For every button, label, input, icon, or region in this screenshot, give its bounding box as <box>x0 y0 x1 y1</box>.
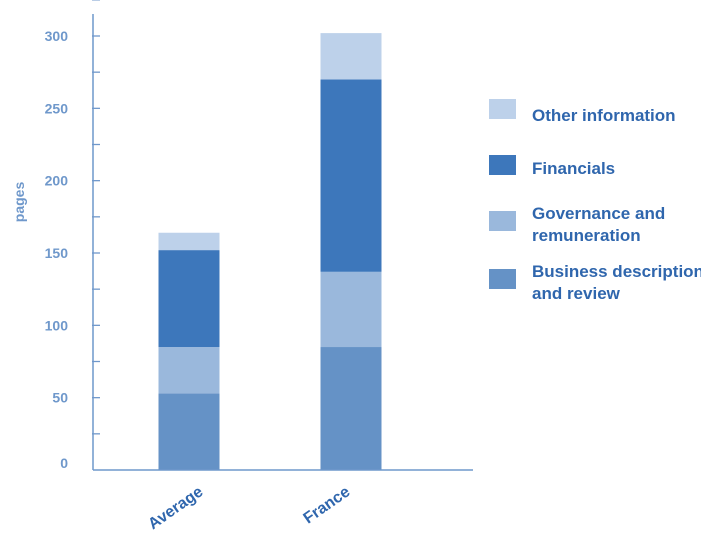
legend-swatch <box>489 155 516 175</box>
legend-label: Business description <box>532 262 701 281</box>
axes-group <box>92 14 473 471</box>
y-tick-label: 0 <box>60 455 68 471</box>
category-label-france: France <box>301 483 354 527</box>
legend-label: Other information <box>532 106 676 125</box>
bar-segment-average-3 <box>158 250 220 348</box>
bar-segment-france-3 <box>320 79 382 272</box>
y-tick-label: 300 <box>45 28 69 44</box>
y-axis-title: pages <box>11 182 27 223</box>
y-ticks-group: 0 50 100 150 200 250 300 <box>45 0 100 471</box>
y-tick-label: 250 <box>45 100 69 116</box>
bar-segment-average-2 <box>158 347 220 394</box>
bar-segment-france-4 <box>320 33 382 80</box>
legend-label: remuneration <box>532 226 641 245</box>
legend-swatch <box>489 269 516 289</box>
bar-segment-france-2 <box>320 271 382 348</box>
legend-label: Financials <box>532 159 615 178</box>
category-label-average: Average <box>145 483 206 533</box>
bar-segment-average-4 <box>158 232 220 251</box>
y-tick-label: 150 <box>45 245 69 261</box>
bar-segment-average-1 <box>158 393 220 470</box>
bar-segment-france-1 <box>320 347 382 470</box>
legend-swatch <box>489 211 516 231</box>
legend-swatch <box>489 99 516 119</box>
category-labels-group: Average France <box>145 483 353 533</box>
legend: Other information Financials Governance an… <box>489 99 701 303</box>
y-tick-label: 50 <box>52 390 68 406</box>
y-tick-label: 200 <box>45 173 69 189</box>
legend-label: and review <box>532 284 621 303</box>
y-tick-label: 100 <box>45 317 69 333</box>
bars-group <box>158 33 382 470</box>
legend-label: Governance and <box>532 204 665 223</box>
